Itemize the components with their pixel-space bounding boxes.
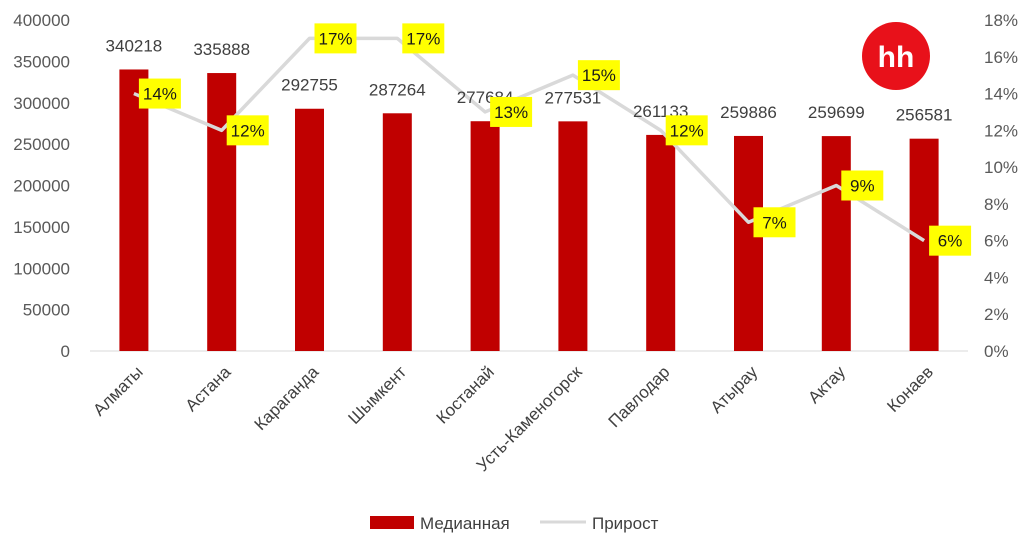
- bar-value-label: 259699: [808, 103, 865, 122]
- left-tick-label: 150000: [13, 218, 70, 237]
- line-value-text: 6%: [938, 232, 963, 251]
- line-value-text: 17%: [318, 29, 352, 48]
- x-category-label: Атырау: [707, 362, 762, 417]
- right-tick-label: 8%: [984, 195, 1009, 214]
- left-tick-label: 200000: [13, 177, 70, 196]
- right-tick-label: 10%: [984, 158, 1018, 177]
- x-category-label: Караганда: [251, 362, 323, 434]
- right-tick-label: 12%: [984, 121, 1018, 140]
- line-value-text: 17%: [406, 29, 440, 48]
- label-background: [665, 115, 708, 146]
- line-value-labels: 14% 12% 17% 17% 13% 15% 12% 7% 9% 6%: [138, 23, 972, 256]
- right-tick-label: 6%: [984, 232, 1009, 251]
- right-tick-label: 4%: [984, 268, 1009, 287]
- bar: [558, 121, 588, 351]
- line-value-label: 14%: [138, 78, 181, 109]
- x-category-labels: Алматы Астана Караганда Шымкент КостанайУсть…: [89, 362, 937, 475]
- line-value-text: 12%: [231, 121, 265, 140]
- line-value-text: 14%: [143, 85, 177, 104]
- label-background: [929, 225, 972, 256]
- left-axis: 0 50000 100000 150000 200000 250000 300000 3500…: [13, 11, 70, 361]
- label-background: [753, 207, 796, 238]
- bar-value-label: 292755: [281, 76, 338, 95]
- right-axis: 0% 2% 4% 6% 8% 10% 12% 14% 16% 18%: [984, 11, 1018, 361]
- label-background: [226, 115, 269, 146]
- left-tick-label: 300000: [13, 94, 70, 113]
- right-tick-label: 14%: [984, 85, 1018, 104]
- bar-value-label: 277531: [545, 88, 602, 107]
- left-tick-label: 250000: [13, 135, 70, 154]
- line-value-text: 9%: [850, 177, 875, 196]
- right-tick-label: 2%: [984, 305, 1009, 324]
- bar-value-label: 259886: [720, 103, 777, 122]
- legend-swatch-mediannaya: [370, 516, 414, 529]
- bar: [207, 73, 237, 352]
- line-value-label: 12%: [665, 115, 708, 146]
- x-category-label: Костанай: [433, 362, 498, 427]
- line-value-label: 13%: [490, 96, 533, 127]
- hh-logo: hh: [862, 22, 930, 90]
- x-category-label: Конаев: [883, 362, 937, 416]
- legend-label-prirost: Прирост: [592, 514, 659, 533]
- label-background: [314, 23, 357, 54]
- label-background: [841, 170, 884, 201]
- bar-value-label: 335888: [193, 40, 250, 59]
- right-tick-label: 16%: [984, 48, 1018, 67]
- label-background: [138, 78, 181, 109]
- legend: Медианная Прирост: [370, 514, 659, 533]
- hh-logo-text: hh: [878, 41, 915, 74]
- line-value-text: 15%: [582, 66, 616, 85]
- label-background: [577, 60, 620, 91]
- line-value-label: 17%: [314, 23, 357, 54]
- line-value-label: 17%: [402, 23, 445, 54]
- line-value-label: 9%: [841, 170, 884, 201]
- bar-value-label: 256581: [896, 106, 953, 125]
- bar: [119, 69, 149, 351]
- line-value-label: 7%: [753, 207, 796, 238]
- bar: [470, 121, 500, 351]
- left-tick-label: 100000: [13, 259, 70, 278]
- left-tick-label: 400000: [13, 11, 70, 30]
- line-value-text: 12%: [670, 121, 704, 140]
- hh-logo-circle: [862, 22, 930, 90]
- bar: [295, 108, 324, 351]
- line-series-prirost: [133, 36, 926, 243]
- line-value-text: 7%: [762, 213, 787, 232]
- x-category-label: Алматы: [89, 362, 146, 419]
- left-tick-label: 0: [61, 342, 70, 361]
- x-category-label: Актау: [804, 362, 849, 407]
- label-background: [402, 23, 445, 54]
- legend-label-mediannaya: Медианная: [420, 514, 510, 533]
- line-value-label: 12%: [226, 115, 269, 146]
- right-tick-label: 18%: [984, 11, 1018, 30]
- bar-value-label: 340218: [106, 36, 163, 55]
- bar: [646, 134, 676, 351]
- bar: [382, 113, 412, 352]
- line-value-label: 15%: [577, 60, 620, 91]
- left-tick-label: 350000: [13, 52, 70, 71]
- left-tick-label: 50000: [23, 301, 70, 320]
- x-category-label: Павлодар: [605, 362, 674, 431]
- line-value-label: 6%: [929, 225, 972, 256]
- bar-value-label: 287264: [369, 80, 426, 99]
- label-background: [490, 96, 533, 127]
- bar: [821, 136, 851, 351]
- line-value-text: 13%: [494, 103, 528, 122]
- bar: [734, 135, 763, 351]
- x-category-label: Шымкент: [345, 362, 411, 428]
- right-tick-label: 0%: [984, 342, 1009, 361]
- bar-series-mediannaya: [119, 69, 939, 352]
- x-category-label: Астана: [182, 362, 235, 415]
